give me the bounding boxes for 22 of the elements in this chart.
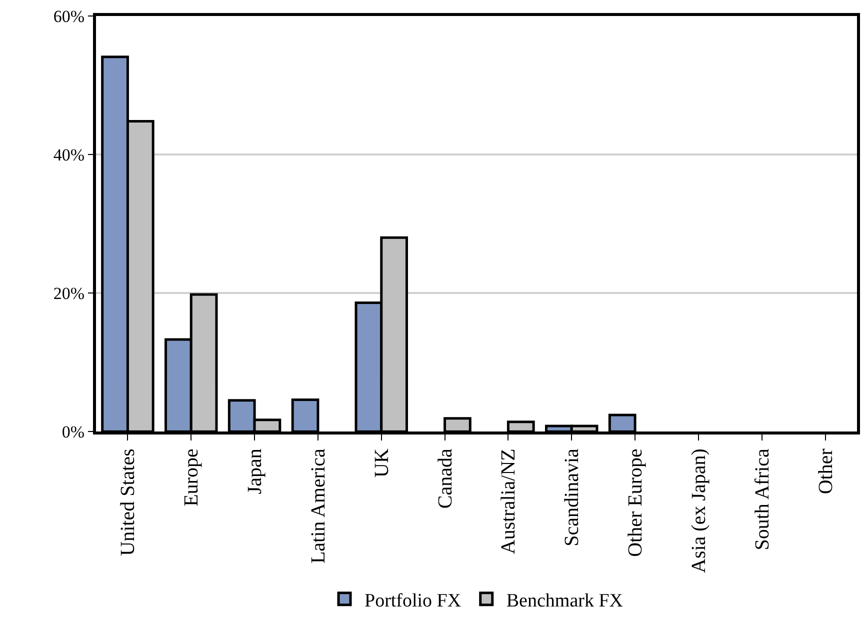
- bar: [608, 414, 636, 432]
- x-tick-label: Europe: [180, 448, 203, 506]
- y-tick-label: 0%: [62, 422, 85, 442]
- x-tick-label: UK: [370, 448, 393, 478]
- bar: [444, 417, 472, 432]
- legend-label: Portfolio FX: [364, 590, 462, 612]
- y-tick-label: 20%: [53, 284, 85, 304]
- bar: [506, 420, 535, 432]
- x-tick-label: South Africa: [751, 448, 774, 550]
- x-tick-label: United States: [117, 448, 140, 556]
- x-tick-label: Asia (ex Japan): [688, 448, 710, 573]
- legend-label: Benchmark FX: [506, 590, 624, 612]
- bar: [291, 398, 320, 432]
- x-tick-label: Australia/NZ: [498, 448, 520, 554]
- x-tick-label: Latin America: [307, 448, 330, 564]
- x-tick-label: Canada: [434, 448, 456, 509]
- x-tick-label: Other: [814, 448, 837, 494]
- y-tick-label: 40%: [53, 145, 85, 164]
- y-tick-label: 60%: [53, 6, 85, 26]
- x-tick-label: Other Europe: [624, 448, 647, 557]
- x-tick-label: Scandinavia: [561, 448, 584, 546]
- x-tick-label: Japan: [244, 448, 266, 494]
